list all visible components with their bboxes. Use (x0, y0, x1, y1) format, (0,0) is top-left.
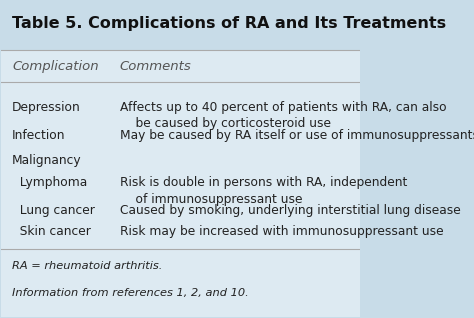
Text: Information from references 1, 2, and 10.: Information from references 1, 2, and 10… (12, 288, 249, 298)
Text: Skin cancer: Skin cancer (12, 225, 91, 238)
Text: Infection: Infection (12, 129, 65, 142)
Text: Risk is double in persons with RA, independent
    of immunosuppressant use: Risk is double in persons with RA, indep… (119, 176, 407, 206)
Text: Depression: Depression (12, 101, 81, 114)
Text: Risk may be increased with immunosuppressant use: Risk may be increased with immunosuppres… (119, 225, 443, 238)
FancyBboxPatch shape (1, 1, 360, 50)
Text: RA = rheumatoid arthritis.: RA = rheumatoid arthritis. (12, 261, 163, 272)
Text: May be caused by RA itself or use of immunosuppressants: May be caused by RA itself or use of imm… (119, 129, 474, 142)
Text: Caused by smoking, underlying interstitial lung disease: Caused by smoking, underlying interstiti… (119, 204, 460, 217)
Text: Lung cancer: Lung cancer (12, 204, 95, 217)
Text: Complication: Complication (12, 59, 99, 73)
Text: Table 5. Complications of RA and Its Treatments: Table 5. Complications of RA and Its Tre… (12, 16, 446, 31)
FancyBboxPatch shape (1, 50, 360, 317)
Text: Malignancy: Malignancy (12, 154, 82, 167)
Text: Comments: Comments (119, 59, 191, 73)
Text: Affects up to 40 percent of patients with RA, can also
    be caused by corticos: Affects up to 40 percent of patients wit… (119, 101, 446, 130)
Text: Lymphoma: Lymphoma (12, 176, 87, 189)
